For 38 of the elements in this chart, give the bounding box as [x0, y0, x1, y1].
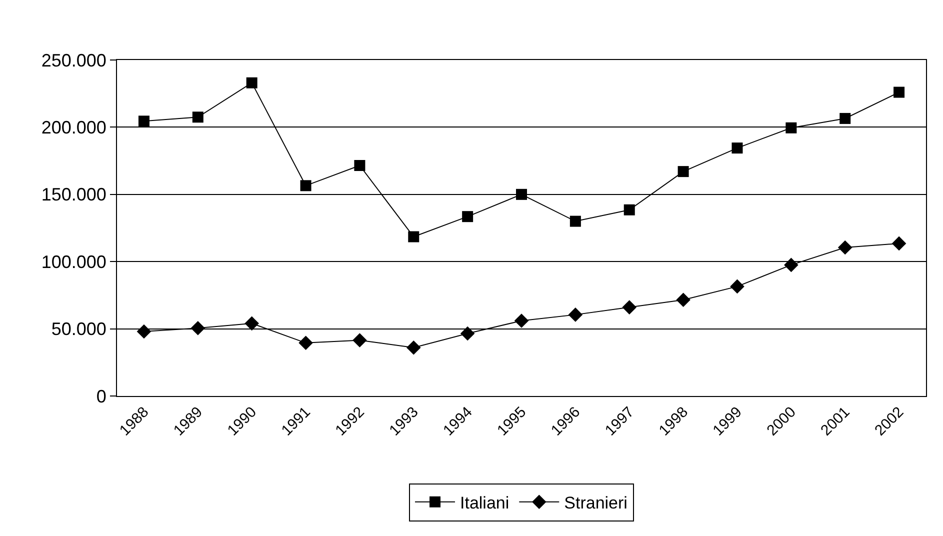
- y-tick-label: 50.000: [51, 319, 106, 340]
- y-tick-label: 200.000: [41, 118, 106, 138]
- point: [192, 112, 204, 123]
- point: [732, 142, 743, 154]
- point: [784, 258, 798, 272]
- point: [622, 300, 637, 314]
- point: [894, 86, 905, 98]
- point: [516, 188, 527, 200]
- legend-label: Stranieri: [564, 494, 628, 513]
- point: [352, 333, 367, 348]
- point: [190, 320, 206, 336]
- point: [840, 112, 851, 124]
- point: [244, 316, 259, 331]
- point: [678, 166, 689, 178]
- point: [514, 314, 529, 328]
- point: [138, 116, 150, 127]
- point: [408, 231, 420, 242]
- y-tick-label: 0: [96, 386, 106, 406]
- y-tick-label: 250.000: [41, 50, 106, 70]
- point: [730, 279, 744, 294]
- point: [460, 326, 475, 341]
- point: [676, 292, 690, 308]
- point: [246, 77, 258, 88]
- point: [568, 308, 583, 322]
- point: [136, 324, 152, 339]
- point: [462, 211, 474, 222]
- point: [406, 340, 421, 355]
- point: [786, 122, 797, 134]
- point: [570, 216, 581, 227]
- y-tick-label: 100.000: [41, 252, 106, 272]
- point: [838, 240, 852, 255]
- point: [298, 336, 313, 350]
- legend-label: Italiani: [460, 494, 510, 513]
- point: [892, 236, 906, 251]
- y-tick-label: 150.000: [41, 184, 106, 205]
- point: [300, 180, 312, 192]
- point: [354, 160, 366, 171]
- point: [624, 204, 635, 216]
